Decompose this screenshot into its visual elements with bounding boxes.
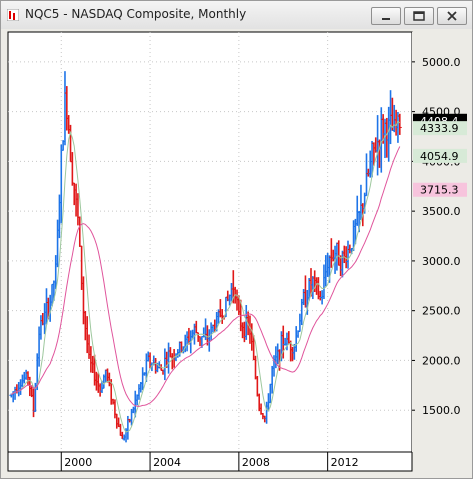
ohlc-bars [9, 71, 402, 443]
x-tick-label: 2004 [153, 456, 181, 469]
minimize-icon [382, 18, 390, 20]
close-button[interactable] [437, 7, 467, 25]
ma-slow-line [11, 146, 401, 407]
chart-app-icon [7, 9, 19, 21]
close-icon [447, 11, 457, 21]
ohlc-bar [397, 113, 402, 135]
price-chart[interactable]: 5000.04500.04000.03500.03000.02500.02000… [6, 30, 469, 475]
maximize-button[interactable] [404, 7, 434, 25]
maximize-icon [413, 11, 425, 21]
minimize-button[interactable] [371, 7, 401, 25]
x-tick-label: 2000 [64, 456, 92, 469]
window-title: NQC5 - NASDAQ Composite, Monthly [25, 7, 247, 21]
price-label: 4054.9 [420, 150, 459, 163]
x-tick-label: 2012 [331, 456, 359, 469]
y-tick-label: 3500.0 [422, 205, 461, 218]
y-tick-label: 5000.0 [422, 56, 461, 69]
y-tick-label: 3000.0 [422, 255, 461, 268]
title-bar[interactable]: NQC5 - NASDAQ Composite, Monthly [1, 1, 472, 29]
plot-background [7, 31, 413, 453]
price-label-bg [413, 148, 467, 163]
y-tick-label: 2000.0 [422, 354, 461, 367]
x-axis-band [7, 451, 413, 472]
y-tick-label: 2500.0 [422, 305, 461, 318]
ma-fast-line [11, 120, 401, 433]
price-label: 3715.3 [420, 184, 459, 197]
y-tick-label: 1500.0 [422, 404, 461, 417]
price-label: 4333.9 [420, 122, 459, 135]
y-axis-band [412, 32, 469, 452]
x-tick-label: 2008 [242, 456, 270, 469]
chart-area[interactable]: 5000.04500.04000.03500.03000.02500.02000… [6, 30, 469, 475]
price-label-bg [413, 121, 467, 136]
price-label-bg [413, 182, 467, 197]
